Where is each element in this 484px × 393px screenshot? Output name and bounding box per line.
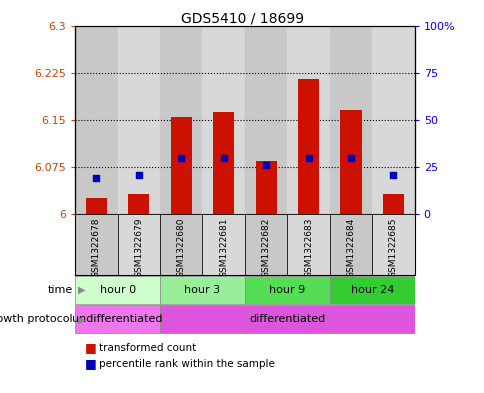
Bar	[244, 214, 287, 275]
Text: growth protocol: growth protocol	[0, 314, 73, 324]
Point	[219, 154, 227, 161]
Bar	[128, 194, 149, 214]
Text: GDS5410 / 18699: GDS5410 / 18699	[181, 12, 303, 26]
Point	[389, 171, 396, 178]
Text: hour 9: hour 9	[269, 285, 305, 295]
Bar	[329, 214, 372, 275]
Bar	[202, 26, 244, 214]
Bar	[287, 214, 329, 275]
Point	[92, 175, 100, 182]
Text: ▶: ▶	[77, 314, 85, 324]
Point	[177, 154, 185, 161]
Bar	[75, 305, 160, 333]
Bar	[202, 214, 244, 275]
Bar	[329, 276, 414, 304]
Text: percentile rank within the sample: percentile rank within the sample	[99, 358, 275, 369]
Point	[135, 171, 142, 178]
Bar	[75, 26, 117, 214]
Bar	[75, 214, 117, 275]
Text: GSM1322684: GSM1322684	[346, 217, 355, 277]
Bar	[212, 112, 234, 214]
Bar	[170, 117, 192, 214]
Bar	[86, 198, 107, 214]
Bar	[340, 110, 361, 214]
Bar	[160, 26, 202, 214]
Text: ▶: ▶	[77, 285, 85, 295]
Text: differentiated: differentiated	[249, 314, 325, 324]
Bar	[371, 26, 414, 214]
Text: transformed count: transformed count	[99, 343, 197, 353]
Bar	[297, 79, 318, 214]
Text: GSM1322681: GSM1322681	[219, 217, 228, 278]
Bar	[329, 26, 371, 214]
Text: GSM1322683: GSM1322683	[303, 217, 313, 278]
Bar	[75, 276, 160, 304]
Bar	[117, 26, 160, 214]
Text: hour 24: hour 24	[350, 285, 393, 295]
Bar	[255, 161, 276, 214]
Bar	[372, 214, 414, 275]
Bar	[244, 26, 287, 214]
Bar	[160, 214, 202, 275]
Bar	[160, 276, 244, 304]
Text: GSM1322678: GSM1322678	[91, 217, 101, 278]
Point	[347, 154, 354, 161]
Text: time: time	[47, 285, 73, 295]
Bar	[117, 214, 160, 275]
Bar	[382, 194, 403, 214]
Point	[304, 154, 312, 161]
Text: undifferentiated: undifferentiated	[72, 314, 163, 324]
Text: hour 0: hour 0	[99, 285, 136, 295]
Point	[262, 162, 270, 168]
Bar	[244, 276, 329, 304]
Text: ■: ■	[85, 357, 96, 370]
Bar	[160, 305, 414, 333]
Text: GSM1322682: GSM1322682	[261, 217, 270, 277]
Text: ■: ■	[85, 341, 96, 354]
Text: GSM1322680: GSM1322680	[176, 217, 185, 278]
Text: GSM1322685: GSM1322685	[388, 217, 397, 278]
Bar	[287, 26, 329, 214]
Text: GSM1322679: GSM1322679	[134, 217, 143, 278]
Text: hour 3: hour 3	[184, 285, 220, 295]
